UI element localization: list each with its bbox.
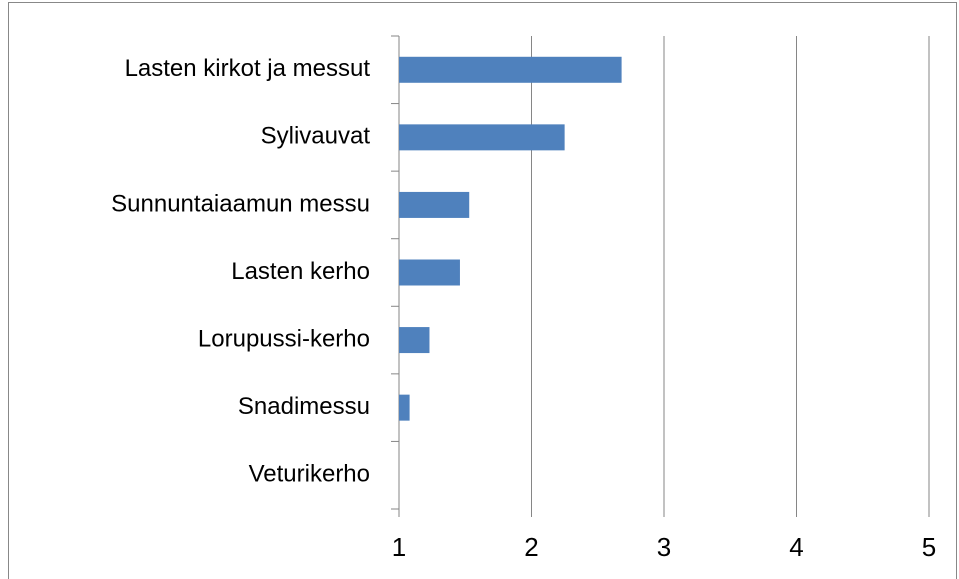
bar [399, 56, 622, 83]
y-tick-label: Lorupussi-kerho [198, 325, 370, 352]
x-tick-label: 1 [392, 532, 406, 562]
chart-border [8, 2, 957, 579]
x-tick-label: 5 [922, 532, 936, 562]
y-tick-label: Snadimessu [238, 393, 370, 420]
bar [399, 124, 565, 151]
bar [399, 259, 460, 286]
bar [399, 191, 470, 218]
y-tick-label: Lasten kirkot ja messut [125, 55, 371, 82]
x-tick-label: 2 [524, 532, 538, 562]
y-tick-label: Sunnuntaiaamun messu [111, 190, 370, 217]
bar [399, 394, 410, 421]
x-tick-label: 3 [657, 532, 671, 562]
y-tick-label: Lasten kerho [231, 258, 370, 285]
y-tick-label: Sylivauvat [261, 123, 371, 150]
bar [399, 327, 430, 354]
y-tick-label: Veturikerho [249, 461, 370, 488]
x-tick-label: 4 [789, 532, 803, 562]
